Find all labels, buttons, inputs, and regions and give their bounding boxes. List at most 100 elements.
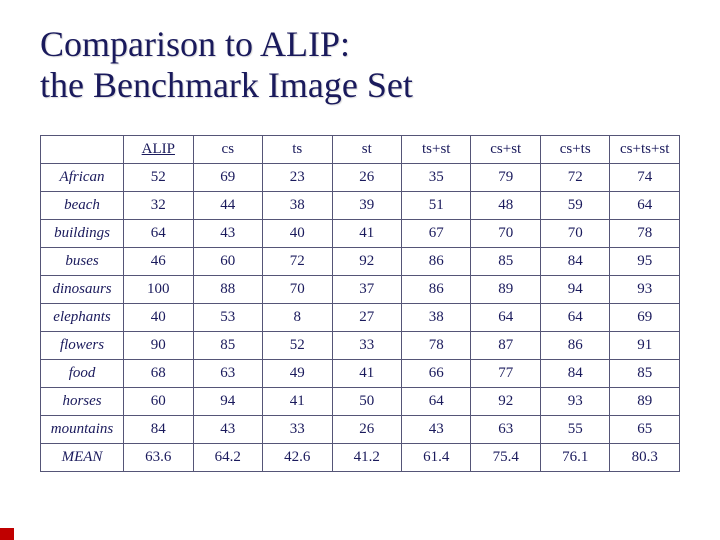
table-cell: 91 <box>610 331 680 359</box>
table-cell: 86 <box>402 275 471 303</box>
table-cell: 63 <box>193 359 262 387</box>
table-cell: 51 <box>402 191 471 219</box>
row-label: buildings <box>41 219 124 247</box>
table-cell: 23 <box>263 163 332 191</box>
table-cell: 86 <box>402 247 471 275</box>
header-col: ALIP <box>124 135 193 163</box>
title-line-1: Comparison to ALIP: <box>40 24 350 64</box>
corner-accent <box>0 528 14 540</box>
title-line-2: the Benchmark Image Set <box>40 65 413 105</box>
table-cell: 70 <box>263 275 332 303</box>
table-cell: 74 <box>610 163 680 191</box>
table-cell: 52 <box>263 331 332 359</box>
table-cell: 52 <box>124 163 193 191</box>
table-cell: 41 <box>332 359 401 387</box>
table-cell: 72 <box>540 163 609 191</box>
table-cell: 40 <box>263 219 332 247</box>
table-cell: 70 <box>540 219 609 247</box>
table-cell: 43 <box>402 415 471 443</box>
table-cell: 40 <box>124 303 193 331</box>
table-cell: 8 <box>263 303 332 331</box>
slide-container: Comparison to ALIP: the Benchmark Image … <box>0 0 720 540</box>
table-cell: 84 <box>540 247 609 275</box>
table-cell: 63.6 <box>124 443 193 471</box>
row-label: African <box>41 163 124 191</box>
table-cell: 86 <box>540 331 609 359</box>
table-cell: 64 <box>540 303 609 331</box>
table-cell: 44 <box>193 191 262 219</box>
header-col: cs+st <box>471 135 540 163</box>
table-cell: 87 <box>471 331 540 359</box>
table-body: African5269232635797274beach324438395148… <box>41 163 680 471</box>
table-cell: 63 <box>471 415 540 443</box>
table-cell: 43 <box>193 415 262 443</box>
table-cell: 41.2 <box>332 443 401 471</box>
table-cell: 32 <box>124 191 193 219</box>
table-cell: 35 <box>402 163 471 191</box>
header-col: ts+st <box>402 135 471 163</box>
table-cell: 60 <box>193 247 262 275</box>
table-cell: 42.6 <box>263 443 332 471</box>
table-cell: 76.1 <box>540 443 609 471</box>
table-cell: 64 <box>610 191 680 219</box>
table-cell: 79 <box>471 163 540 191</box>
row-label: food <box>41 359 124 387</box>
slide-title: Comparison to ALIP: the Benchmark Image … <box>40 24 680 107</box>
table-row: buildings6443404167707078 <box>41 219 680 247</box>
row-label: buses <box>41 247 124 275</box>
table-cell: 93 <box>610 275 680 303</box>
table-cell: 41 <box>332 219 401 247</box>
table-row: elephants405382738646469 <box>41 303 680 331</box>
table-cell: 72 <box>263 247 332 275</box>
table-cell: 46 <box>124 247 193 275</box>
table-row: African5269232635797274 <box>41 163 680 191</box>
table-cell: 65 <box>610 415 680 443</box>
table-cell: 94 <box>540 275 609 303</box>
table-cell: 26 <box>332 415 401 443</box>
table-row: horses6094415064929389 <box>41 387 680 415</box>
header-blank <box>41 135 124 163</box>
table-cell: 68 <box>124 359 193 387</box>
table-cell: 78 <box>610 219 680 247</box>
table-cell: 48 <box>471 191 540 219</box>
row-label: mountains <box>41 415 124 443</box>
comparison-table: ALIP cs ts st ts+st cs+st cs+ts cs+ts+st… <box>40 135 680 472</box>
table-cell: 84 <box>124 415 193 443</box>
table-cell: 61.4 <box>402 443 471 471</box>
table-cell: 59 <box>540 191 609 219</box>
table-cell: 66 <box>402 359 471 387</box>
table-cell: 69 <box>193 163 262 191</box>
row-label: dinosaurs <box>41 275 124 303</box>
table-cell: 27 <box>332 303 401 331</box>
table-cell: 41 <box>263 387 332 415</box>
table-cell: 92 <box>332 247 401 275</box>
table-cell: 90 <box>124 331 193 359</box>
table-cell: 80.3 <box>610 443 680 471</box>
table-cell: 84 <box>540 359 609 387</box>
table-cell: 85 <box>471 247 540 275</box>
table-cell: 75.4 <box>471 443 540 471</box>
table-cell: 39 <box>332 191 401 219</box>
table-cell: 55 <box>540 415 609 443</box>
table-cell: 67 <box>402 219 471 247</box>
table-row: dinosaurs10088703786899493 <box>41 275 680 303</box>
table-cell: 38 <box>263 191 332 219</box>
row-label: flowers <box>41 331 124 359</box>
header-col: ts <box>263 135 332 163</box>
table-row: beach3244383951485964 <box>41 191 680 219</box>
table-cell: 77 <box>471 359 540 387</box>
table-cell: 26 <box>332 163 401 191</box>
row-label: elephants <box>41 303 124 331</box>
table-cell: 37 <box>332 275 401 303</box>
table-cell: 33 <box>332 331 401 359</box>
table-cell: 93 <box>540 387 609 415</box>
table-cell: 53 <box>193 303 262 331</box>
table-cell: 64 <box>471 303 540 331</box>
table-cell: 64 <box>402 387 471 415</box>
table-cell: 78 <box>402 331 471 359</box>
table-cell: 64 <box>124 219 193 247</box>
table-row: flowers9085523378878691 <box>41 331 680 359</box>
table-cell: 89 <box>610 387 680 415</box>
table-cell: 88 <box>193 275 262 303</box>
table-cell: 94 <box>193 387 262 415</box>
